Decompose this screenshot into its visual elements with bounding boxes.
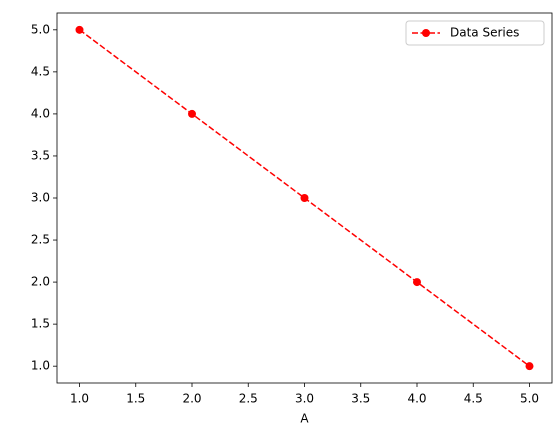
- legend-marker: [422, 29, 430, 37]
- x-tick-label: 4.0: [407, 392, 426, 406]
- x-tick-label: 2.5: [239, 392, 258, 406]
- x-tick-label: 5.0: [520, 392, 539, 406]
- data-point: [525, 362, 534, 371]
- x-axis-label: A: [300, 412, 309, 426]
- x-tick-label: 3.0: [295, 392, 314, 406]
- data-point: [188, 109, 196, 118]
- y-tick-label: 3.5: [31, 148, 50, 162]
- y-tick-label: 4.5: [31, 64, 50, 78]
- y-tick-label: 3.0: [31, 191, 50, 205]
- x-tick-label: 2.0: [182, 392, 201, 406]
- y-tick-label: 2.5: [31, 233, 50, 247]
- y-tick-label: 4.0: [31, 106, 50, 120]
- y-tick-label: 5.0: [31, 22, 50, 36]
- x-tick-label: 1.5: [126, 392, 145, 406]
- y-tick-label: 2.0: [31, 275, 50, 289]
- data-point: [413, 278, 421, 287]
- y-tick-label: 1.5: [31, 317, 50, 331]
- data-point: [300, 194, 309, 202]
- legend-label: Data Series: [450, 26, 519, 40]
- x-tick-label: 3.5: [351, 392, 370, 406]
- data-point: [75, 25, 84, 34]
- x-tick-label: 4.5: [464, 392, 483, 406]
- legend-box: [405, 20, 545, 46]
- y-tick-label: 1.0: [31, 359, 50, 373]
- x-tick-label: 1.0: [70, 392, 89, 406]
